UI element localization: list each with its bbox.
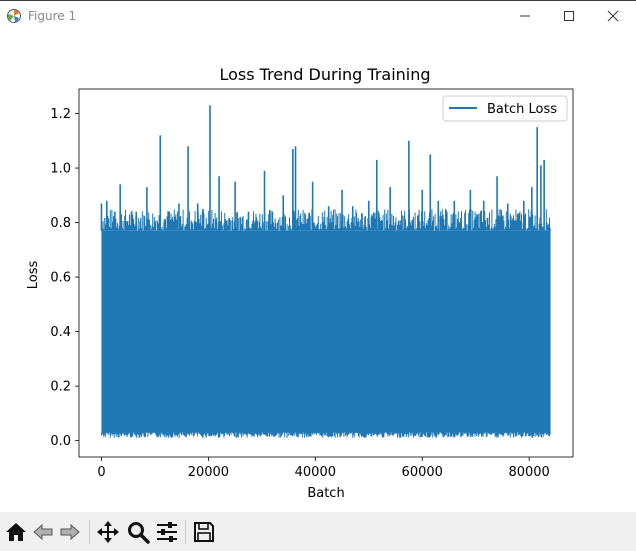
y-axis: 0.0 0.2 0.4 0.6 0.8 1.0 1.2: [50, 107, 79, 449]
plot-area: [100, 105, 551, 438]
y-tick-label: 0.2: [50, 380, 71, 395]
configure-subplots-icon: [157, 522, 177, 542]
home-button[interactable]: [2, 518, 30, 546]
y-tick-label: 0.4: [50, 325, 71, 340]
y-tick-label: 0.8: [50, 216, 71, 231]
pan-button[interactable]: [94, 518, 122, 546]
window-title: Figure 1: [28, 9, 77, 23]
axes-frame: [78, 88, 574, 458]
figure-canvas[interactable]: Loss Trend During Training 0 20000 40000 60…: [0, 31, 636, 512]
y-tick-label: 1.2: [50, 107, 71, 122]
y-tick-label: 0.6: [50, 271, 71, 286]
y-tick-label: 1.0: [50, 162, 71, 177]
legend-entry-batch-loss: Batch Loss: [487, 102, 557, 117]
window-titlebar: Figure 1: [0, 0, 636, 31]
back-arrow-icon: [33, 523, 53, 541]
zoom-magnifier-icon: [128, 522, 150, 544]
forward-arrow-icon: [60, 523, 80, 541]
x-tick-label: 40000: [295, 465, 336, 480]
x-axis-label: Batch: [307, 486, 344, 501]
minimize-button[interactable]: [502, 1, 548, 31]
x-tick-label: 60000: [402, 465, 443, 480]
x-axis: 0 20000 40000 60000 80000: [97, 457, 550, 480]
close-icon: [607, 10, 619, 22]
toolbar-separator: [185, 520, 186, 544]
maximize-icon: [564, 11, 574, 21]
zoom-button[interactable]: [124, 518, 152, 546]
maximize-button[interactable]: [546, 1, 592, 31]
home-icon: [6, 523, 26, 541]
loss-chart: Loss Trend During Training 0 20000 40000 60…: [26, 65, 574, 501]
x-tick-label: 80000: [508, 465, 549, 480]
back-button[interactable]: [29, 518, 57, 546]
matplotlib-app-icon: [7, 9, 21, 23]
toolbar-separator: [89, 520, 90, 544]
configure-subplots-button[interactable]: [153, 518, 181, 546]
navigation-toolbar: [0, 512, 636, 551]
minimize-icon: [520, 15, 530, 17]
save-button[interactable]: [190, 518, 218, 546]
close-button[interactable]: [590, 1, 636, 31]
y-tick-label: 0.0: [50, 434, 71, 449]
legend-box: [442, 95, 568, 122]
y-axis-label: Loss: [26, 261, 41, 290]
x-tick-label: 0: [97, 465, 105, 480]
chart-title: Loss Trend During Training: [219, 65, 430, 84]
pan-move-icon: [97, 521, 119, 543]
batch-loss-band: [101, 230, 551, 433]
legend: Batch Loss: [442, 95, 568, 122]
forward-button[interactable]: [56, 518, 84, 546]
save-floppy-icon: [194, 522, 214, 542]
x-tick-label: 20000: [188, 465, 229, 480]
